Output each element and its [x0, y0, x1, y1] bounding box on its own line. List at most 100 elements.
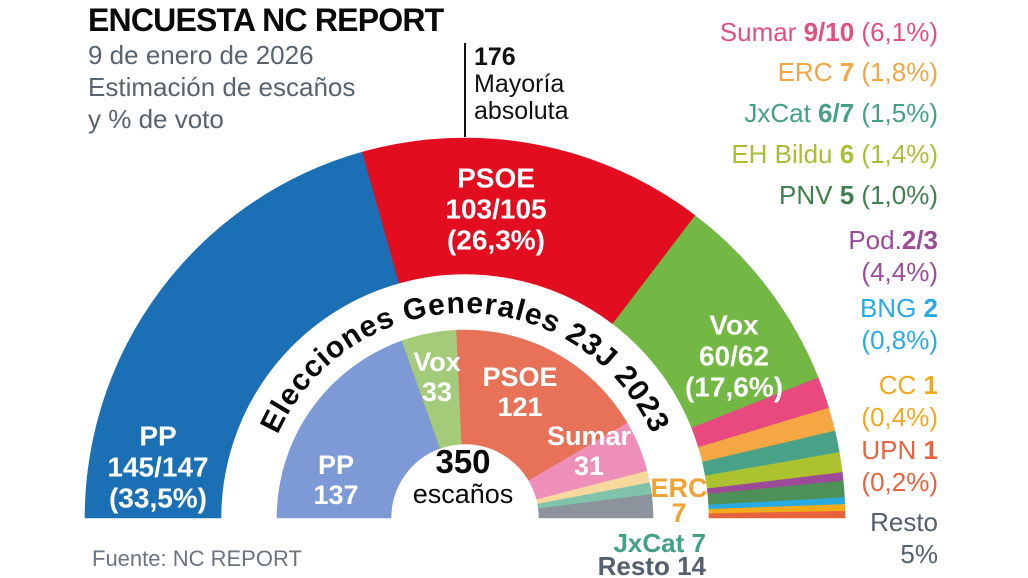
inner-ring-segment-psoe [456, 329, 628, 482]
source-footer: Fuente: NC REPORT [92, 546, 302, 571]
legend-party-name: Pod. [848, 225, 902, 255]
legend-party-name: BNG [859, 293, 924, 323]
legend-item-bng: BNG 2 (0,8%) [638, 292, 938, 356]
legend-vote-pct: (6,1%) [854, 17, 938, 47]
majority-label-2: absoluta [474, 97, 569, 125]
inner-label-pp: PP 137 [313, 450, 358, 510]
legend-item-upn: UPN 1 (0,2%) [638, 434, 938, 498]
outer-label-vox-name: Vox [709, 309, 759, 341]
legend-line-1: ERC 7 (1,8%) [638, 58, 938, 86]
inner-label-psoe-seats: 121 [497, 392, 543, 422]
legend-item-resto: Resto 5% [638, 506, 938, 570]
legend-vote-pct: (4,4%) [861, 257, 938, 287]
center-total-value: 350 [435, 443, 491, 480]
legend-line-2: (0,2%) [638, 466, 938, 498]
outer-ring [84, 137, 846, 519]
inner-label-sumar-seats: 31 [573, 451, 605, 481]
legend-vote-pct: (1,5%) [854, 98, 938, 128]
subtitle-line-3: y % de voto [88, 104, 224, 134]
legend-party-name: PNV [779, 180, 840, 210]
legend-vote-pct: (1,0%) [854, 180, 938, 210]
legend-vote-pct: (1,4%) [854, 139, 938, 169]
legend-seats: 1 [923, 370, 938, 400]
outer-label-pp: PP 145/147 (33,5%) [107, 421, 208, 514]
legend-vote-pct: (0,2%) [861, 467, 938, 497]
inner-label-jxcat: JxCat 7 [613, 528, 706, 559]
inner-label-erc-name: ERC [650, 473, 708, 503]
inner-label-psoe: PSOE 121 [482, 362, 557, 422]
legend-item-pnv: PNV 5 (1,0%) [638, 181, 938, 209]
outer-label-vox-pct: (17,6%) [684, 371, 784, 403]
legend-line-1: Sumar 9/10 (6,1%) [638, 18, 938, 46]
legend-seats: 6/7 [818, 98, 855, 128]
inner-ring [276, 329, 654, 519]
center-total: 350 escaños [412, 443, 514, 510]
outer-label-pp-seats: 145/147 [107, 451, 209, 483]
majority-label-1: Mayoría [474, 70, 565, 98]
legend-vote-pct: 5% [900, 539, 938, 569]
outer-label-pp-pct: (33,5%) [108, 482, 208, 514]
inner-ring-segment-pp [276, 340, 441, 519]
legend-seats: 5 [839, 180, 855, 210]
inner-label-resto-seats: 14 [677, 551, 706, 578]
legend-line-2: (0,4%) [638, 401, 938, 433]
legend-vote-pct: (1,8%) [854, 57, 938, 87]
legend-line-1: PNV 5 (1,0%) [638, 181, 938, 209]
subtitle-line-2: Estimación de escaños [88, 72, 356, 102]
outer-label-psoe-name: PSOE [457, 162, 535, 194]
legend-item-cc: CC 1 (0,4%) [638, 369, 938, 433]
legend-party-name: UPN [861, 435, 924, 465]
inner-label-erc: ERC 7 [650, 473, 708, 527]
legend-line-1: EH Bildu 6 (1,4%) [638, 140, 938, 168]
legend-line-1: Pod.2/3 [638, 224, 938, 256]
header: ENCUESTA NC REPORT 9 de enero de 2026 Es… [88, 2, 444, 134]
legend-item-eh-bildu: EH Bildu 6 (1,4%) [638, 140, 938, 168]
legend-seats: 2 [923, 293, 938, 323]
legend-line-1: CC 1 [638, 369, 938, 401]
majority-seats: 176 [474, 43, 516, 71]
outer-label-vox: Vox 60/62 (17,6%) [685, 310, 783, 403]
outer-label-psoe-pct: (26,3%) [446, 224, 546, 256]
inner-label-resto: Resto 14 [598, 551, 706, 578]
legend-item-jxcat: JxCat 6/7 (1,5%) [638, 99, 938, 127]
inner-label-vox-name: Vox [413, 347, 461, 377]
legend: Sumar 9/10 (6,1%) ERC 7 (1,8%) JxCat 6/7 (… [638, 0, 938, 578]
legend-seats: 1 [923, 435, 938, 465]
outer-ring-segment-upn [708, 510, 846, 519]
inner-label-pp-seats: 137 [313, 480, 359, 510]
inner-label-jxcat-name: JxCat [613, 528, 685, 558]
center-total-unit: escaños [412, 479, 514, 509]
inner-label-sumar-name: Sumar [546, 421, 632, 451]
legend-line-2: (4,4%) [638, 256, 938, 288]
legend-party-name: CC [878, 370, 924, 400]
inner-label-pp-name: PP [317, 450, 355, 480]
inner-label-psoe-name: PSOE [482, 362, 558, 392]
inner-label-resto-name: Resto [597, 551, 670, 578]
legend-seats: 9/10 [803, 17, 855, 47]
inner-label-sumar: Sumar 31 [547, 421, 631, 481]
outer-ring-segment-psoe [362, 137, 696, 325]
inner-label-vox-seats: 33 [421, 377, 453, 407]
page-title: ENCUESTA NC REPORT [88, 2, 444, 38]
legend-seats: 2/3 [901, 225, 938, 255]
legend-seats: 7 [839, 57, 855, 87]
outer-label-pp-name: PP [139, 420, 177, 452]
legend-item-sumar: Sumar 9/10 (6,1%) [638, 18, 938, 46]
legend-line-1: UPN 1 [638, 434, 938, 466]
legend-party-name: EH Bildu [731, 139, 840, 169]
legend-party-name: JxCat [744, 98, 819, 128]
legend-line-1: JxCat 6/7 (1,5%) [638, 99, 938, 127]
legend-item-pod: Pod.2/3 (4,4%) [638, 224, 938, 288]
legend-item-erc: ERC 7 (1,8%) [638, 58, 938, 86]
outer-label-psoe: PSOE 103/105 (26,3%) [445, 163, 546, 256]
inner-label-jxcat-seats: 7 [691, 528, 706, 558]
legend-line-1: Resto [638, 506, 938, 538]
legend-party-name: Resto [870, 507, 938, 537]
subtitle-line-1: 9 de enero de 2026 [88, 40, 314, 70]
legend-line-2: 5% [638, 538, 938, 570]
outer-ring-segment-pp [84, 151, 400, 519]
legend-party-name: ERC [777, 57, 840, 87]
legend-vote-pct: (0,8%) [861, 325, 938, 355]
legend-vote-pct: (0,4%) [861, 402, 938, 432]
